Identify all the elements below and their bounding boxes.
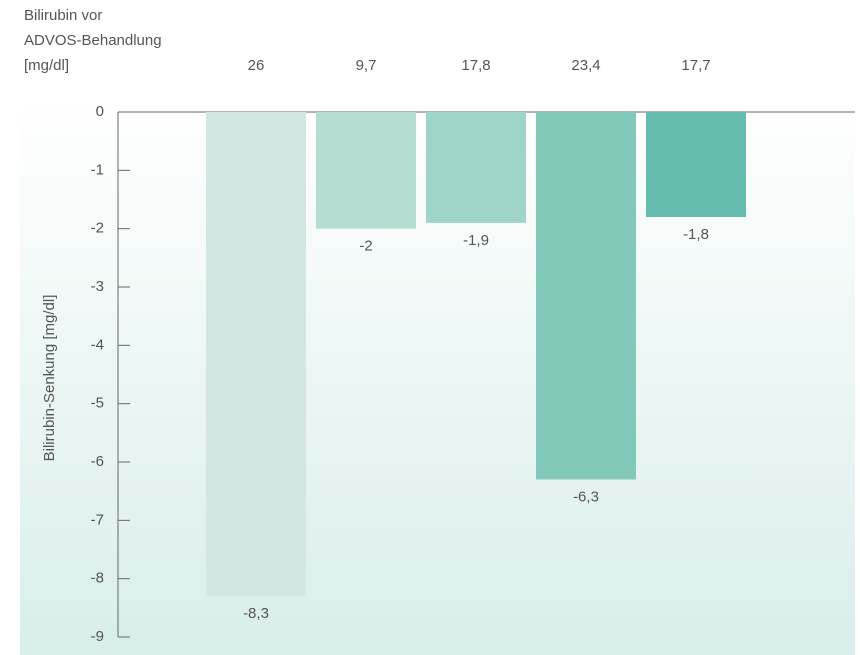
category-label: 9,7 [356, 57, 377, 74]
value-label: -2 [359, 238, 372, 255]
y-tick-label: -4 [91, 336, 104, 353]
y-tick-label: -3 [91, 278, 104, 295]
header-label: ADVOS-Behandlung [24, 32, 162, 49]
value-label: -8,3 [243, 605, 269, 622]
category-label: 26 [248, 57, 265, 74]
y-tick-label: -5 [91, 395, 104, 412]
y-tick-label: -9 [91, 628, 104, 645]
y-axis-title: Bilirubin-Senkung [mg/dl] [41, 295, 58, 462]
y-tick-label: -6 [91, 453, 104, 470]
value-label: -1,8 [683, 226, 709, 243]
bar [426, 112, 526, 223]
y-tick-label: -1 [91, 161, 104, 178]
y-tick-label: 0 [96, 103, 104, 120]
bar [646, 112, 746, 217]
y-tick-label: -8 [91, 570, 104, 587]
y-tick-label: -7 [91, 511, 104, 528]
value-label: -1,9 [463, 232, 489, 249]
header-label: Bilirubin vor [24, 7, 102, 24]
bar [316, 112, 416, 229]
header-label: [mg/dl] [24, 57, 69, 74]
value-label: -6,3 [573, 488, 599, 505]
y-tick-label: -2 [91, 220, 104, 237]
category-label: 17,7 [681, 57, 710, 74]
bar [206, 112, 306, 597]
bar [536, 112, 636, 480]
category-label: 23,4 [571, 57, 600, 74]
category-label: 17,8 [461, 57, 490, 74]
